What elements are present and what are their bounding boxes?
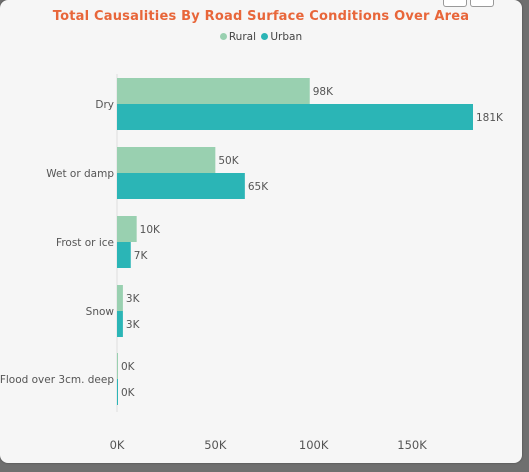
x-tick-label: 0K <box>110 438 125 452</box>
bar-rural <box>117 353 118 379</box>
data-label-rural: 0K <box>121 361 136 373</box>
legend-item-urban[interactable]: Urban <box>261 31 302 43</box>
data-label-rural: 3K <box>126 293 141 305</box>
category-label: Dry <box>95 99 114 111</box>
data-label-urban: 7K <box>134 250 149 262</box>
legend-item-rural[interactable]: Rural <box>219 31 257 43</box>
bar-urban <box>117 104 473 130</box>
legend-swatch-urban <box>261 32 269 40</box>
bar-rural <box>117 216 137 242</box>
category-label: Snow <box>86 306 115 318</box>
visual-header-button[interactable] <box>443 0 467 7</box>
chart-card: Total Causalities By Road Surface Condit… <box>0 0 522 463</box>
bar-rural <box>117 147 216 173</box>
chart-legend: Rural Urban <box>0 31 522 43</box>
bar-urban <box>117 311 123 337</box>
visual-header-button[interactable] <box>470 0 494 7</box>
data-label-rural: 10K <box>140 224 161 236</box>
category-label: Flood over 3cm. deep <box>0 374 114 386</box>
category-label: Frost or ice <box>56 237 114 249</box>
category-label: Wet or damp <box>46 168 114 180</box>
bar-chart: Dry 98K 181K Wet or damp 50K 65K Frost or ice 1… <box>0 74 504 452</box>
legend-label-urban: Urban <box>270 31 303 43</box>
data-label-urban: 65K <box>248 181 269 193</box>
data-label-rural: 50K <box>218 155 239 167</box>
bar-urban <box>117 379 118 405</box>
data-label-urban: 0K <box>121 387 136 399</box>
bar-rural <box>117 285 123 311</box>
x-tick-label: 150K <box>397 438 427 452</box>
data-label-rural: 98K <box>313 86 334 98</box>
x-tick-label: 100K <box>299 438 329 452</box>
data-label-urban: 181K <box>476 112 504 124</box>
legend-label-rural: Rural <box>228 31 257 43</box>
x-tick-label: 50K <box>204 438 227 452</box>
legend-swatch-rural <box>219 32 227 40</box>
chart-title: Total Causalities By Road Surface Condit… <box>52 9 470 24</box>
bar-urban <box>117 173 245 199</box>
data-label-urban: 3K <box>126 319 141 331</box>
bar-urban <box>117 242 131 268</box>
bar-rural <box>117 78 310 104</box>
